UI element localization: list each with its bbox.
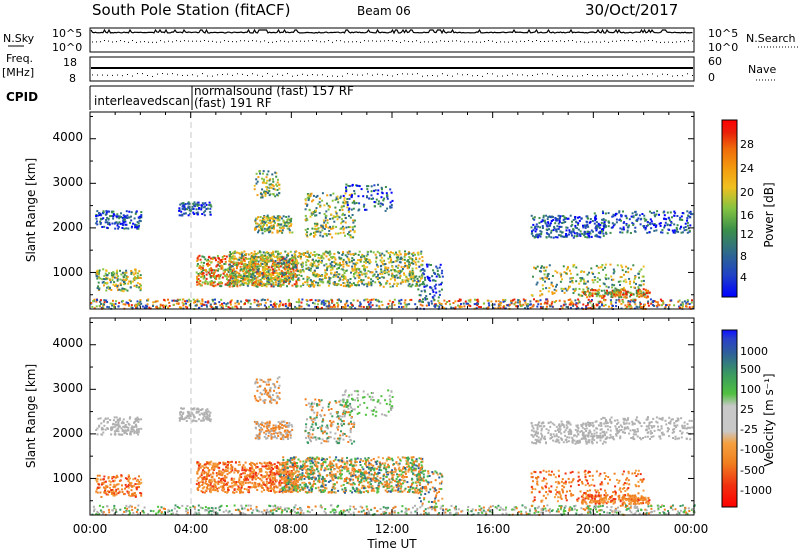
xtick-16: 16:00 bbox=[476, 522, 511, 536]
velocity-ylabel: Slant Range [km] bbox=[24, 364, 38, 468]
cpid-entry-fast191: (fast) 191 RF bbox=[194, 96, 272, 110]
vel-cb-tick-m100: -100 bbox=[740, 443, 765, 456]
power-cb-tick-28: 28 bbox=[740, 138, 754, 151]
noise-left-label: N.Sky bbox=[3, 32, 35, 45]
noise-right-tick-bottom: 10^0 bbox=[708, 41, 738, 54]
beam-label: Beam 06 bbox=[357, 4, 411, 18]
nave-tick-bottom: 0 bbox=[708, 71, 715, 84]
power-cb-tick-12: 12 bbox=[740, 228, 754, 241]
xtick-20: 20:00 bbox=[576, 522, 611, 536]
cpid-label: CPID bbox=[6, 90, 38, 104]
noise-left-tick-top: 10^5 bbox=[52, 27, 82, 40]
xtick-00-end: 00:00 bbox=[674, 522, 709, 536]
freq-tick-top: 18 bbox=[63, 56, 77, 69]
vel-cb-tick-1000: 1000 bbox=[740, 345, 768, 358]
cpid-entry-normalsound: normalsound (fast) 157 RF bbox=[194, 84, 354, 98]
vel-cb-tick-m500: -500 bbox=[740, 464, 765, 477]
freq-label-line2: [MHz] bbox=[2, 66, 34, 79]
power-ytick-1000: 1000 bbox=[52, 265, 83, 279]
vel-cb-label: Velocity [m s⁻¹] bbox=[762, 373, 776, 466]
date-label: 30/Oct/2017 bbox=[585, 1, 678, 19]
xtick-08: 08:00 bbox=[274, 522, 309, 536]
vel-ytick-2000: 2000 bbox=[52, 426, 83, 440]
vel-cb-tick-m25: -25 bbox=[740, 423, 758, 436]
frequency-panel: Freq. [MHz] 18 8 60 0 Nave bbox=[2, 52, 776, 85]
xlabel: Time UT bbox=[366, 537, 417, 551]
freq-tick-bottom: 8 bbox=[69, 72, 76, 85]
power-cb-tick-16: 16 bbox=[740, 209, 754, 222]
nave-label: Nave bbox=[748, 63, 776, 76]
power-cb-tick-24: 24 bbox=[740, 162, 754, 175]
vel-cb-tick-500: 500 bbox=[740, 363, 761, 376]
velocity-panel: Slant Range [km] 1000 2000 3000 4000 00:… bbox=[24, 317, 709, 551]
xtick-04: 04:00 bbox=[174, 522, 209, 536]
freq-label-line1: Freq. bbox=[6, 52, 33, 65]
vel-ytick-1000: 1000 bbox=[52, 471, 83, 485]
vel-cb-tick-25: 25 bbox=[740, 403, 754, 416]
xtick-12: 12:00 bbox=[375, 522, 410, 536]
noise-right-tick-top: 10^5 bbox=[708, 27, 738, 40]
power-ylabel: Slant Range [km] bbox=[24, 158, 38, 262]
velocity-colorbar: 1000 500 100 25 -25 -100 -500 -1000 Velo… bbox=[721, 329, 776, 508]
power-ytick-4000: 4000 bbox=[52, 130, 83, 144]
power-panel: Slant Range [km] 1000 2000 3000 4000 bbox=[24, 111, 695, 310]
cpid-panel: CPID interleavedscan normalsound (fast) … bbox=[6, 84, 694, 110]
power-cb-tick-20: 20 bbox=[740, 186, 754, 199]
power-colorbar: 28 24 20 16 12 8 4 Power [dB] bbox=[721, 119, 776, 298]
noise-left-tick-bottom: 10^0 bbox=[52, 41, 82, 54]
noise-right-label: N.Search bbox=[746, 32, 796, 45]
power-cb-label: Power [dB] bbox=[762, 182, 776, 247]
vel-cb-tick-m1000: -1000 bbox=[740, 484, 772, 497]
vel-ytick-3000: 3000 bbox=[52, 381, 83, 395]
cpid-entry-interleaved: interleavedscan bbox=[94, 94, 190, 108]
power-cb-tick-8: 8 bbox=[740, 250, 747, 263]
vel-cb-tick-100: 100 bbox=[740, 383, 761, 396]
power-cb-tick-4: 4 bbox=[740, 271, 747, 284]
power-ytick-2000: 2000 bbox=[52, 220, 83, 234]
vel-ytick-4000: 4000 bbox=[52, 336, 83, 350]
xtick-00-start: 00:00 bbox=[73, 522, 108, 536]
nave-tick-top: 60 bbox=[708, 55, 722, 68]
power-ytick-3000: 3000 bbox=[52, 175, 83, 189]
noise-panel: N.Sky 10^5 10^0 10^5 10^0 N.Search bbox=[3, 27, 800, 54]
figure-title: South Pole Station (fitACF) bbox=[92, 1, 290, 19]
